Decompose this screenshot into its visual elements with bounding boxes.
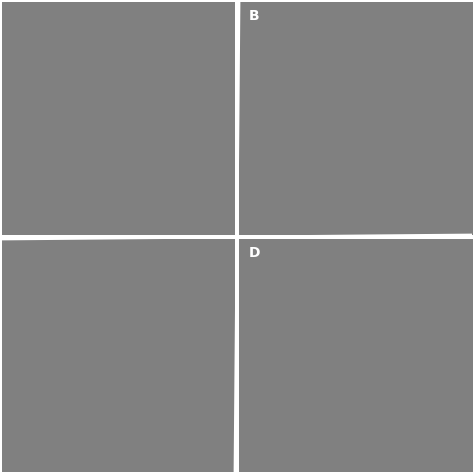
Text: B: B xyxy=(248,9,259,23)
Text: D: D xyxy=(248,246,260,260)
